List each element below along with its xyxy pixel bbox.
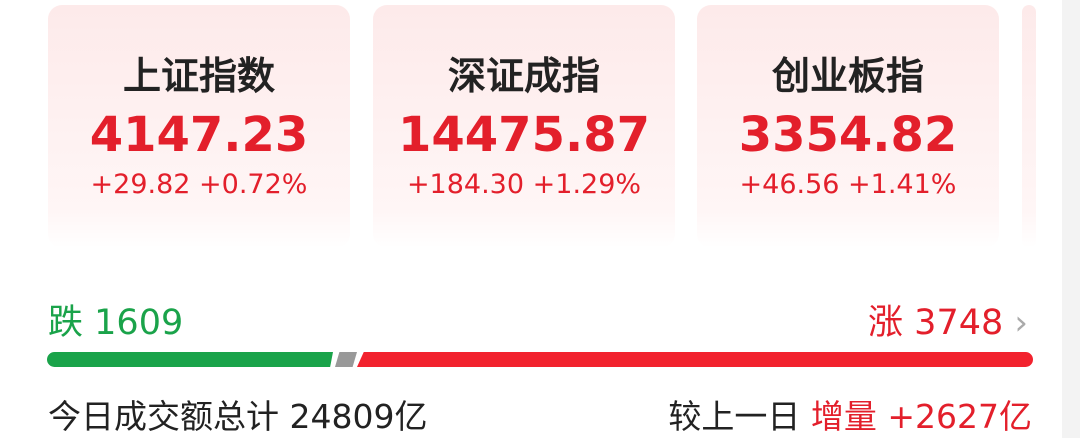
flat-bar <box>335 352 357 367</box>
change-pct: +1.41% <box>848 169 957 200</box>
down-label: 跌 <box>48 303 84 343</box>
index-card-shenzhen[interactable]: 深证成指 14475.87 +184.30 +1.29% <box>373 5 675 248</box>
down-count: 跌 1609 <box>48 294 183 345</box>
index-card-chinext[interactable]: 创业板指 3354.82 +46.56 +1.41% <box>697 5 999 248</box>
index-name: 创业板指 <box>771 54 924 98</box>
volume-total: 今日成交额总计 24809亿 <box>48 390 427 438</box>
compare-label: 较上一日 <box>668 397 801 436</box>
index-value: 4147.23 <box>89 107 309 163</box>
up-value: 3748 <box>914 303 1004 343</box>
change-value: +184.30 <box>406 169 525 200</box>
volume-label: 今日成交额总计 <box>48 397 279 436</box>
down-value: 1609 <box>94 303 184 343</box>
up-bar <box>357 352 1033 367</box>
index-name: 上证指数 <box>122 54 275 98</box>
index-card-shanghai[interactable]: 上证指数 4147.23 +29.82 +0.72% <box>48 5 350 248</box>
up-label: 涨 <box>868 303 904 343</box>
delta-label: 增量 <box>810 397 877 436</box>
scroll-edge <box>1062 0 1080 438</box>
volume-value: 24809亿 <box>289 397 428 436</box>
index-change: +29.82 +0.72% <box>48 169 350 200</box>
index-change: +184.30 +1.29% <box>373 169 675 200</box>
up-count[interactable]: 涨 3748 › <box>868 294 1028 345</box>
index-value: 3354.82 <box>738 107 958 163</box>
index-card-partial[interactable] <box>1022 5 1036 248</box>
index-name: 深证成指 <box>447 54 600 98</box>
chevron-right-icon[interactable]: › <box>1014 303 1028 343</box>
delta-value: +2627亿 <box>887 397 1032 436</box>
change-pct: +1.29% <box>532 169 642 200</box>
down-bar <box>47 352 333 367</box>
index-value: 14475.87 <box>397 107 651 163</box>
index-change: +46.56 +1.41% <box>697 169 999 200</box>
change-value: +29.82 <box>90 169 191 200</box>
change-value: +46.56 <box>739 169 840 200</box>
change-pct: +0.72% <box>199 169 308 200</box>
volume-compare: 较上一日 增量 +2627亿 <box>668 390 1032 438</box>
